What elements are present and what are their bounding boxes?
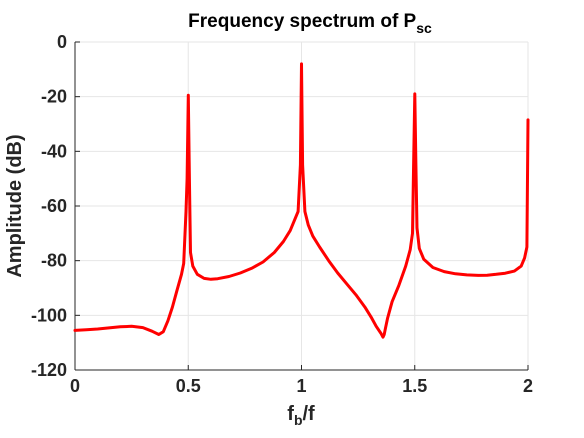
- x-axis-label: fb/f: [287, 403, 315, 428]
- x-axis-label-suffix: /f: [303, 403, 316, 425]
- tick-labels: 0 0.5 1 1.5 2 0 -20 -40 -60 -80 -100 -120: [31, 32, 533, 396]
- chart-title-subscript: sc: [416, 20, 432, 36]
- y-tick-label: -100: [31, 305, 67, 325]
- y-axis-label: Amplitude (dB): [4, 134, 26, 277]
- x-axis-label-subscript: b: [294, 412, 303, 428]
- y-tick-label: -120: [31, 360, 67, 380]
- axes: [74, 41, 529, 371]
- y-tick-label: -40: [41, 141, 67, 161]
- x-tick-label: 1: [296, 376, 306, 396]
- x-tick-label: 0: [70, 376, 80, 396]
- x-tick-label: 1.5: [402, 376, 427, 396]
- x-axis-label-main: f: [287, 403, 294, 425]
- y-tick-label: 0: [57, 32, 67, 52]
- y-tick-label: -60: [41, 196, 67, 216]
- series-line: [73, 62, 530, 339]
- x-tick-label: 2: [523, 376, 533, 396]
- y-tick-label: -20: [41, 87, 67, 107]
- chart-title-main: Frequency spectrum of P: [188, 11, 416, 32]
- y-tick-label: -80: [41, 251, 67, 271]
- series: [73, 62, 530, 339]
- x-tick-label: 0.5: [176, 376, 201, 396]
- chart-title: Frequency spectrum of Psc: [188, 11, 432, 36]
